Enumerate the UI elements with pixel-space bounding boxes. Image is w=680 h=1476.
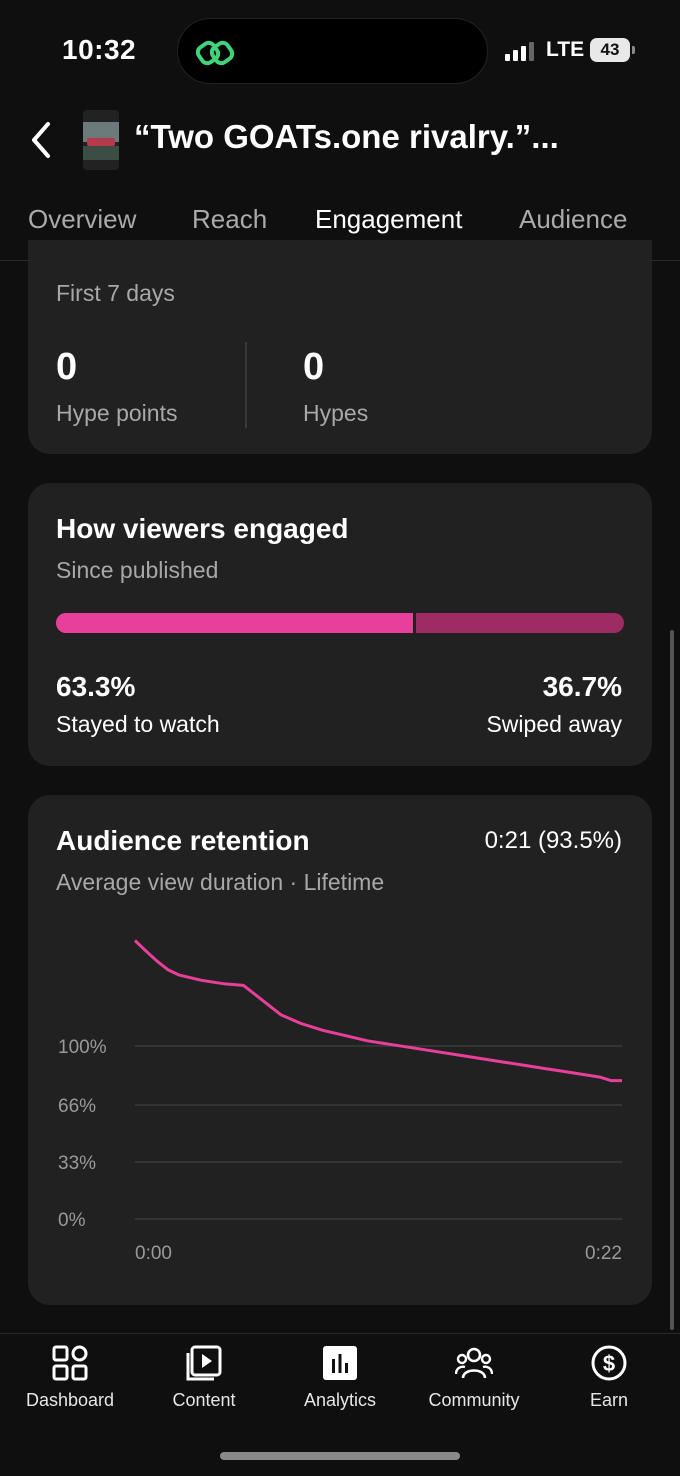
home-indicator[interactable] bbox=[220, 1452, 460, 1460]
stayed-label: Stayed to watch bbox=[56, 711, 220, 737]
hype-points-value: 0 bbox=[56, 346, 78, 388]
nav-analytics[interactable]: Analytics bbox=[272, 1344, 408, 1424]
nav-content[interactable]: Content bbox=[136, 1344, 272, 1424]
retention-card: Audience retention 0:21 (93.5%) Average … bbox=[28, 795, 652, 1305]
nav-content-label: Content bbox=[172, 1390, 236, 1410]
tab-engagement[interactable]: Engagement bbox=[315, 204, 463, 234]
link-icon bbox=[196, 40, 235, 66]
hype-points-label: Hype points bbox=[56, 400, 178, 426]
y-tick-label: 66% bbox=[58, 1096, 96, 1117]
nav-community-label: Community bbox=[428, 1390, 520, 1410]
y-tick-label: 33% bbox=[58, 1153, 96, 1174]
dashboard-icon bbox=[52, 1345, 88, 1381]
signal-icon bbox=[505, 42, 534, 61]
tab-audience[interactable]: Audience bbox=[519, 204, 628, 234]
nav-earn[interactable]: $ Earn bbox=[541, 1344, 677, 1424]
analytics-icon bbox=[323, 1346, 357, 1380]
engagement-card: How viewers engaged Since published 63.3… bbox=[28, 483, 652, 766]
svg-text:$: $ bbox=[603, 1351, 615, 1376]
retention-subtitle: Average view duration · Lifetime bbox=[56, 869, 385, 895]
community-icon bbox=[455, 1347, 493, 1379]
network-label: LTE bbox=[546, 38, 585, 61]
y-tick-label: 100% bbox=[58, 1037, 107, 1058]
earn-icon: $ bbox=[591, 1345, 627, 1381]
hype-card: First 7 days 0 Hype points 0 Hypes bbox=[28, 240, 652, 454]
content-icon bbox=[186, 1345, 222, 1381]
battery-tip bbox=[632, 46, 635, 54]
nav-earn-label: Earn bbox=[589, 1390, 629, 1410]
status-bar: 10:32 LTE 43 bbox=[0, 0, 680, 100]
divider bbox=[245, 342, 247, 428]
retention-chart: 100% 66% 33% 0% 0:00 0:22 bbox=[58, 939, 622, 1264]
hypes-label: Hypes bbox=[303, 400, 369, 426]
tab-reach[interactable]: Reach bbox=[192, 204, 268, 234]
battery-icon: 43 bbox=[590, 38, 630, 62]
nav-dashboard-label: Dashboard bbox=[25, 1390, 115, 1410]
nav-analytics-label: Analytics bbox=[303, 1390, 377, 1410]
status-time: 10:32 bbox=[62, 34, 137, 65]
x-tick-label: 0:22 bbox=[585, 1243, 622, 1264]
nav-community[interactable]: Community bbox=[406, 1344, 542, 1424]
retention-line bbox=[133, 939, 622, 1083]
swiped-label: Swiped away bbox=[486, 711, 622, 737]
video-thumbnail bbox=[83, 110, 119, 170]
nav-dashboard[interactable]: Dashboard bbox=[2, 1344, 138, 1424]
stayed-bar-fill bbox=[56, 613, 416, 633]
y-tick-label: 0% bbox=[58, 1210, 86, 1231]
dynamic-island bbox=[177, 18, 488, 84]
hype-period: First 7 days bbox=[56, 280, 175, 306]
engagement-bar bbox=[56, 613, 624, 633]
scrollbar[interactable] bbox=[670, 630, 674, 1330]
x-tick-label: 0:00 bbox=[135, 1243, 172, 1264]
hypes-value: 0 bbox=[303, 346, 325, 388]
retention-value: 0:21 (93.5%) bbox=[484, 827, 622, 854]
tab-bar: Overview Reach Engagement Audience bbox=[0, 196, 680, 261]
swiped-percent: 36.7% bbox=[542, 671, 622, 702]
video-title: “Two GOATs.one rivalry.”... bbox=[134, 118, 559, 155]
engagement-subtitle: Since published bbox=[56, 557, 219, 583]
retention-title: Audience retention bbox=[56, 825, 310, 856]
engagement-title: How viewers engaged bbox=[56, 513, 349, 544]
stayed-percent: 63.3% bbox=[56, 671, 136, 702]
back-arrow-icon[interactable] bbox=[26, 120, 56, 160]
tab-overview[interactable]: Overview bbox=[28, 204, 137, 234]
